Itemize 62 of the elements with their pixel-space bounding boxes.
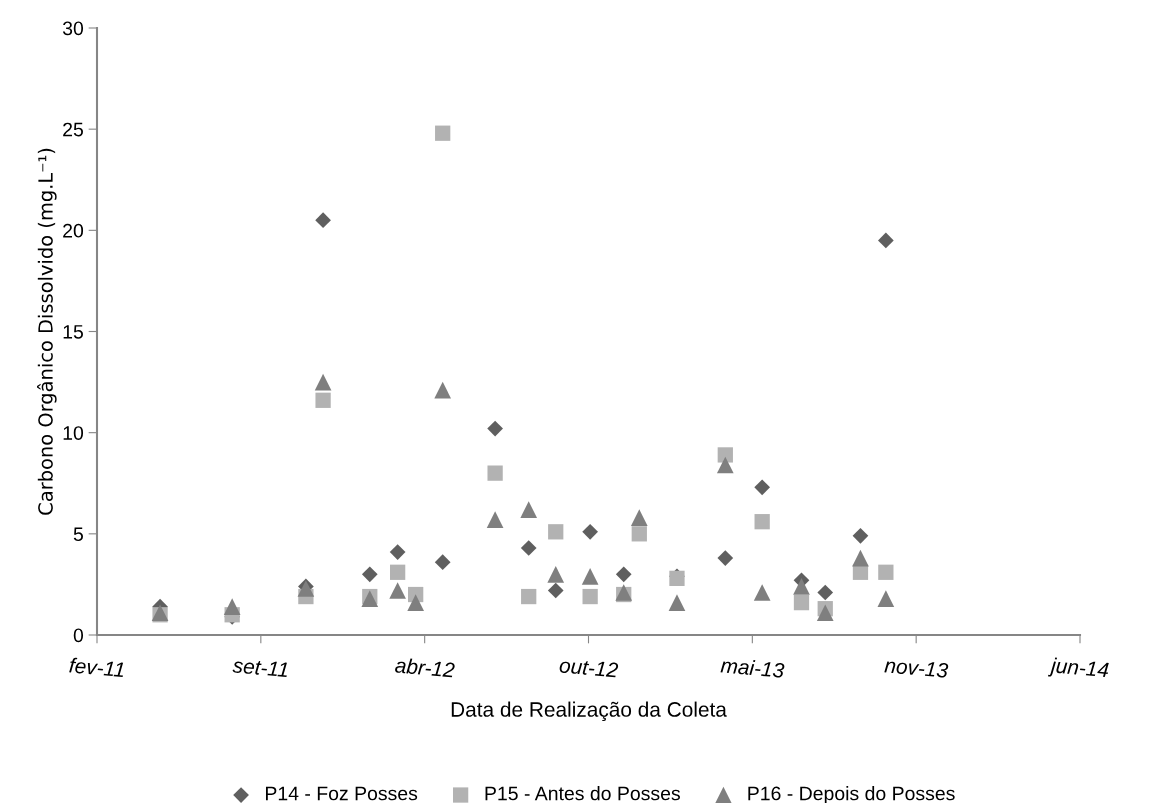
- point: [487, 465, 503, 481]
- x-axis-title: Data de Realização da Coleta: [451, 701, 727, 722]
- y-tick-label: 20: [63, 223, 84, 238]
- point: [630, 509, 648, 526]
- point: [521, 588, 537, 605]
- x-tick-label: out-12: [559, 657, 619, 678]
- point: [816, 604, 834, 622]
- point: [878, 564, 894, 580]
- point: [407, 594, 424, 611]
- y-axis-title: Carbono Orgânico Dissolvido (mg.L⁻¹): [37, 148, 57, 515]
- point: [852, 564, 869, 580]
- point: [487, 420, 503, 437]
- point: [878, 232, 894, 249]
- point: [315, 392, 331, 408]
- point: [435, 125, 451, 141]
- point: [315, 212, 331, 229]
- y-tick-label: 5: [73, 527, 83, 542]
- point: [754, 479, 771, 496]
- point: [716, 456, 734, 474]
- y-tick-label: 15: [63, 325, 83, 339]
- point: [581, 567, 599, 585]
- point: [817, 584, 834, 601]
- y-tick-label: 30: [62, 21, 84, 36]
- x-tick-label: abr-12: [394, 657, 456, 678]
- point: [547, 565, 565, 583]
- x-tick-label: mai-13: [720, 657, 785, 678]
- point: [314, 373, 332, 391]
- point: [390, 564, 406, 580]
- point: [520, 501, 538, 518]
- point: [434, 554, 451, 571]
- legend-label: P14 - Foz Posses: [265, 786, 418, 801]
- x-tick-label: jun-14: [1047, 657, 1109, 682]
- x-tick-label: nov-13: [884, 657, 949, 678]
- point: [852, 528, 869, 544]
- point: [615, 566, 632, 583]
- point: [389, 582, 406, 599]
- point: [547, 582, 564, 599]
- point: [223, 598, 241, 616]
- point: [793, 578, 810, 595]
- y-tick-label: 25: [63, 122, 83, 137]
- point: [582, 523, 598, 540]
- point: [361, 566, 378, 583]
- point: [717, 550, 734, 566]
- legend-label: P15 - Antes do Posses: [485, 786, 680, 801]
- y-tick-label: 10: [63, 426, 84, 440]
- point: [582, 588, 598, 605]
- point: [668, 594, 686, 611]
- x-tick-label: fev-11: [69, 657, 125, 678]
- point: [852, 549, 869, 567]
- point: [548, 524, 564, 540]
- point: [753, 584, 771, 601]
- point: [520, 540, 537, 556]
- point: [793, 594, 810, 611]
- point: [389, 544, 406, 560]
- point: [486, 511, 504, 528]
- point: [754, 514, 770, 530]
- y-tick-label: 0: [73, 628, 84, 643]
- point: [877, 590, 895, 607]
- x-tick-label: set-11: [232, 657, 288, 678]
- point: [434, 381, 452, 399]
- point: [717, 447, 733, 463]
- point: [631, 526, 647, 542]
